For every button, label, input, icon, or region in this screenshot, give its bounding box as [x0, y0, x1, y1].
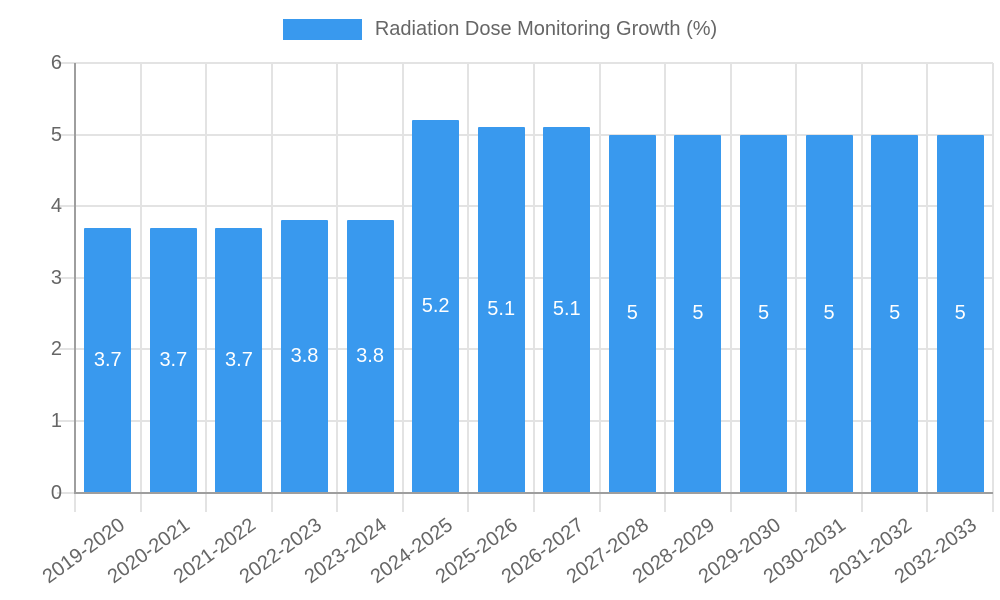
bar-value-label: 5.2	[421, 294, 450, 317]
bar[interactable]: 5	[871, 134, 919, 493]
x-gridline	[860, 63, 863, 512]
y-axis-tick-label: 5	[50, 123, 62, 146]
chart-legend[interactable]: Radiation Dose Monitoring Growth (%)	[0, 18, 1000, 41]
bar-value-label: 3.7	[159, 348, 188, 371]
x-gridline	[139, 63, 142, 512]
x-gridline	[598, 63, 601, 512]
bar[interactable]: 5	[674, 134, 722, 493]
bar-value-label: 3.8	[290, 344, 319, 367]
x-gridline	[533, 63, 535, 512]
bar[interactable]: 5	[740, 134, 787, 493]
bar-value-label: 3.7	[93, 348, 122, 371]
y-axis-line	[74, 63, 76, 493]
x-gridline	[795, 63, 798, 512]
bar[interactable]: 3.8	[346, 220, 394, 493]
y-axis-tick-label: 1	[50, 409, 62, 432]
x-gridline	[992, 63, 994, 512]
bar[interactable]: 5.1	[543, 127, 591, 493]
bar-value-label: 5	[823, 302, 835, 325]
bar-value-label: 5.1	[552, 298, 581, 321]
x-gridline	[926, 63, 929, 512]
legend-swatch-icon	[282, 19, 362, 40]
bar[interactable]: 3.7	[215, 227, 263, 493]
y-gridline	[57, 133, 993, 136]
bar-value-label: 5.1	[487, 298, 516, 321]
y-gridline	[57, 205, 993, 208]
bar[interactable]: 3.7	[149, 227, 197, 493]
bar-value-label: 3.7	[225, 348, 253, 371]
y-axis-tick-label: 6	[50, 52, 62, 74]
bar[interactable]: 3.8	[281, 220, 328, 493]
x-gridline	[205, 63, 208, 512]
x-axis-line	[74, 491, 993, 494]
bar-value-label: 3.8	[356, 344, 384, 367]
x-gridline	[664, 63, 667, 512]
bar-value-label: 5	[692, 302, 704, 325]
bar-value-label: 5	[889, 302, 901, 325]
x-gridline	[467, 63, 470, 512]
bar[interactable]: 5.1	[477, 127, 525, 493]
y-gridline	[57, 348, 993, 351]
chart-title: Radiation Dose Monitoring Growth (%)	[374, 18, 718, 40]
bar-value-label: 5	[954, 302, 966, 325]
bar[interactable]: 3.7	[84, 227, 132, 493]
y-axis-tick-label: 0	[50, 481, 62, 504]
x-gridline	[336, 63, 339, 512]
y-gridline	[57, 419, 993, 422]
y-gridline	[57, 276, 993, 279]
x-gridline	[729, 63, 732, 512]
x-gridline	[401, 63, 404, 512]
bar[interactable]: 5	[608, 134, 656, 493]
y-axis-tick-label: 3	[50, 266, 62, 289]
bar[interactable]: 5	[936, 134, 984, 493]
bar-value-label: 5	[626, 302, 638, 325]
y-axis-tick-label: 2	[50, 338, 62, 361]
y-axis-tick-label: 4	[50, 195, 62, 218]
x-gridline	[270, 63, 273, 512]
bar[interactable]: 5	[805, 134, 853, 493]
y-gridline	[57, 62, 993, 64]
bar-value-label: 5	[757, 302, 770, 325]
bar[interactable]: 5.2	[412, 120, 460, 493]
